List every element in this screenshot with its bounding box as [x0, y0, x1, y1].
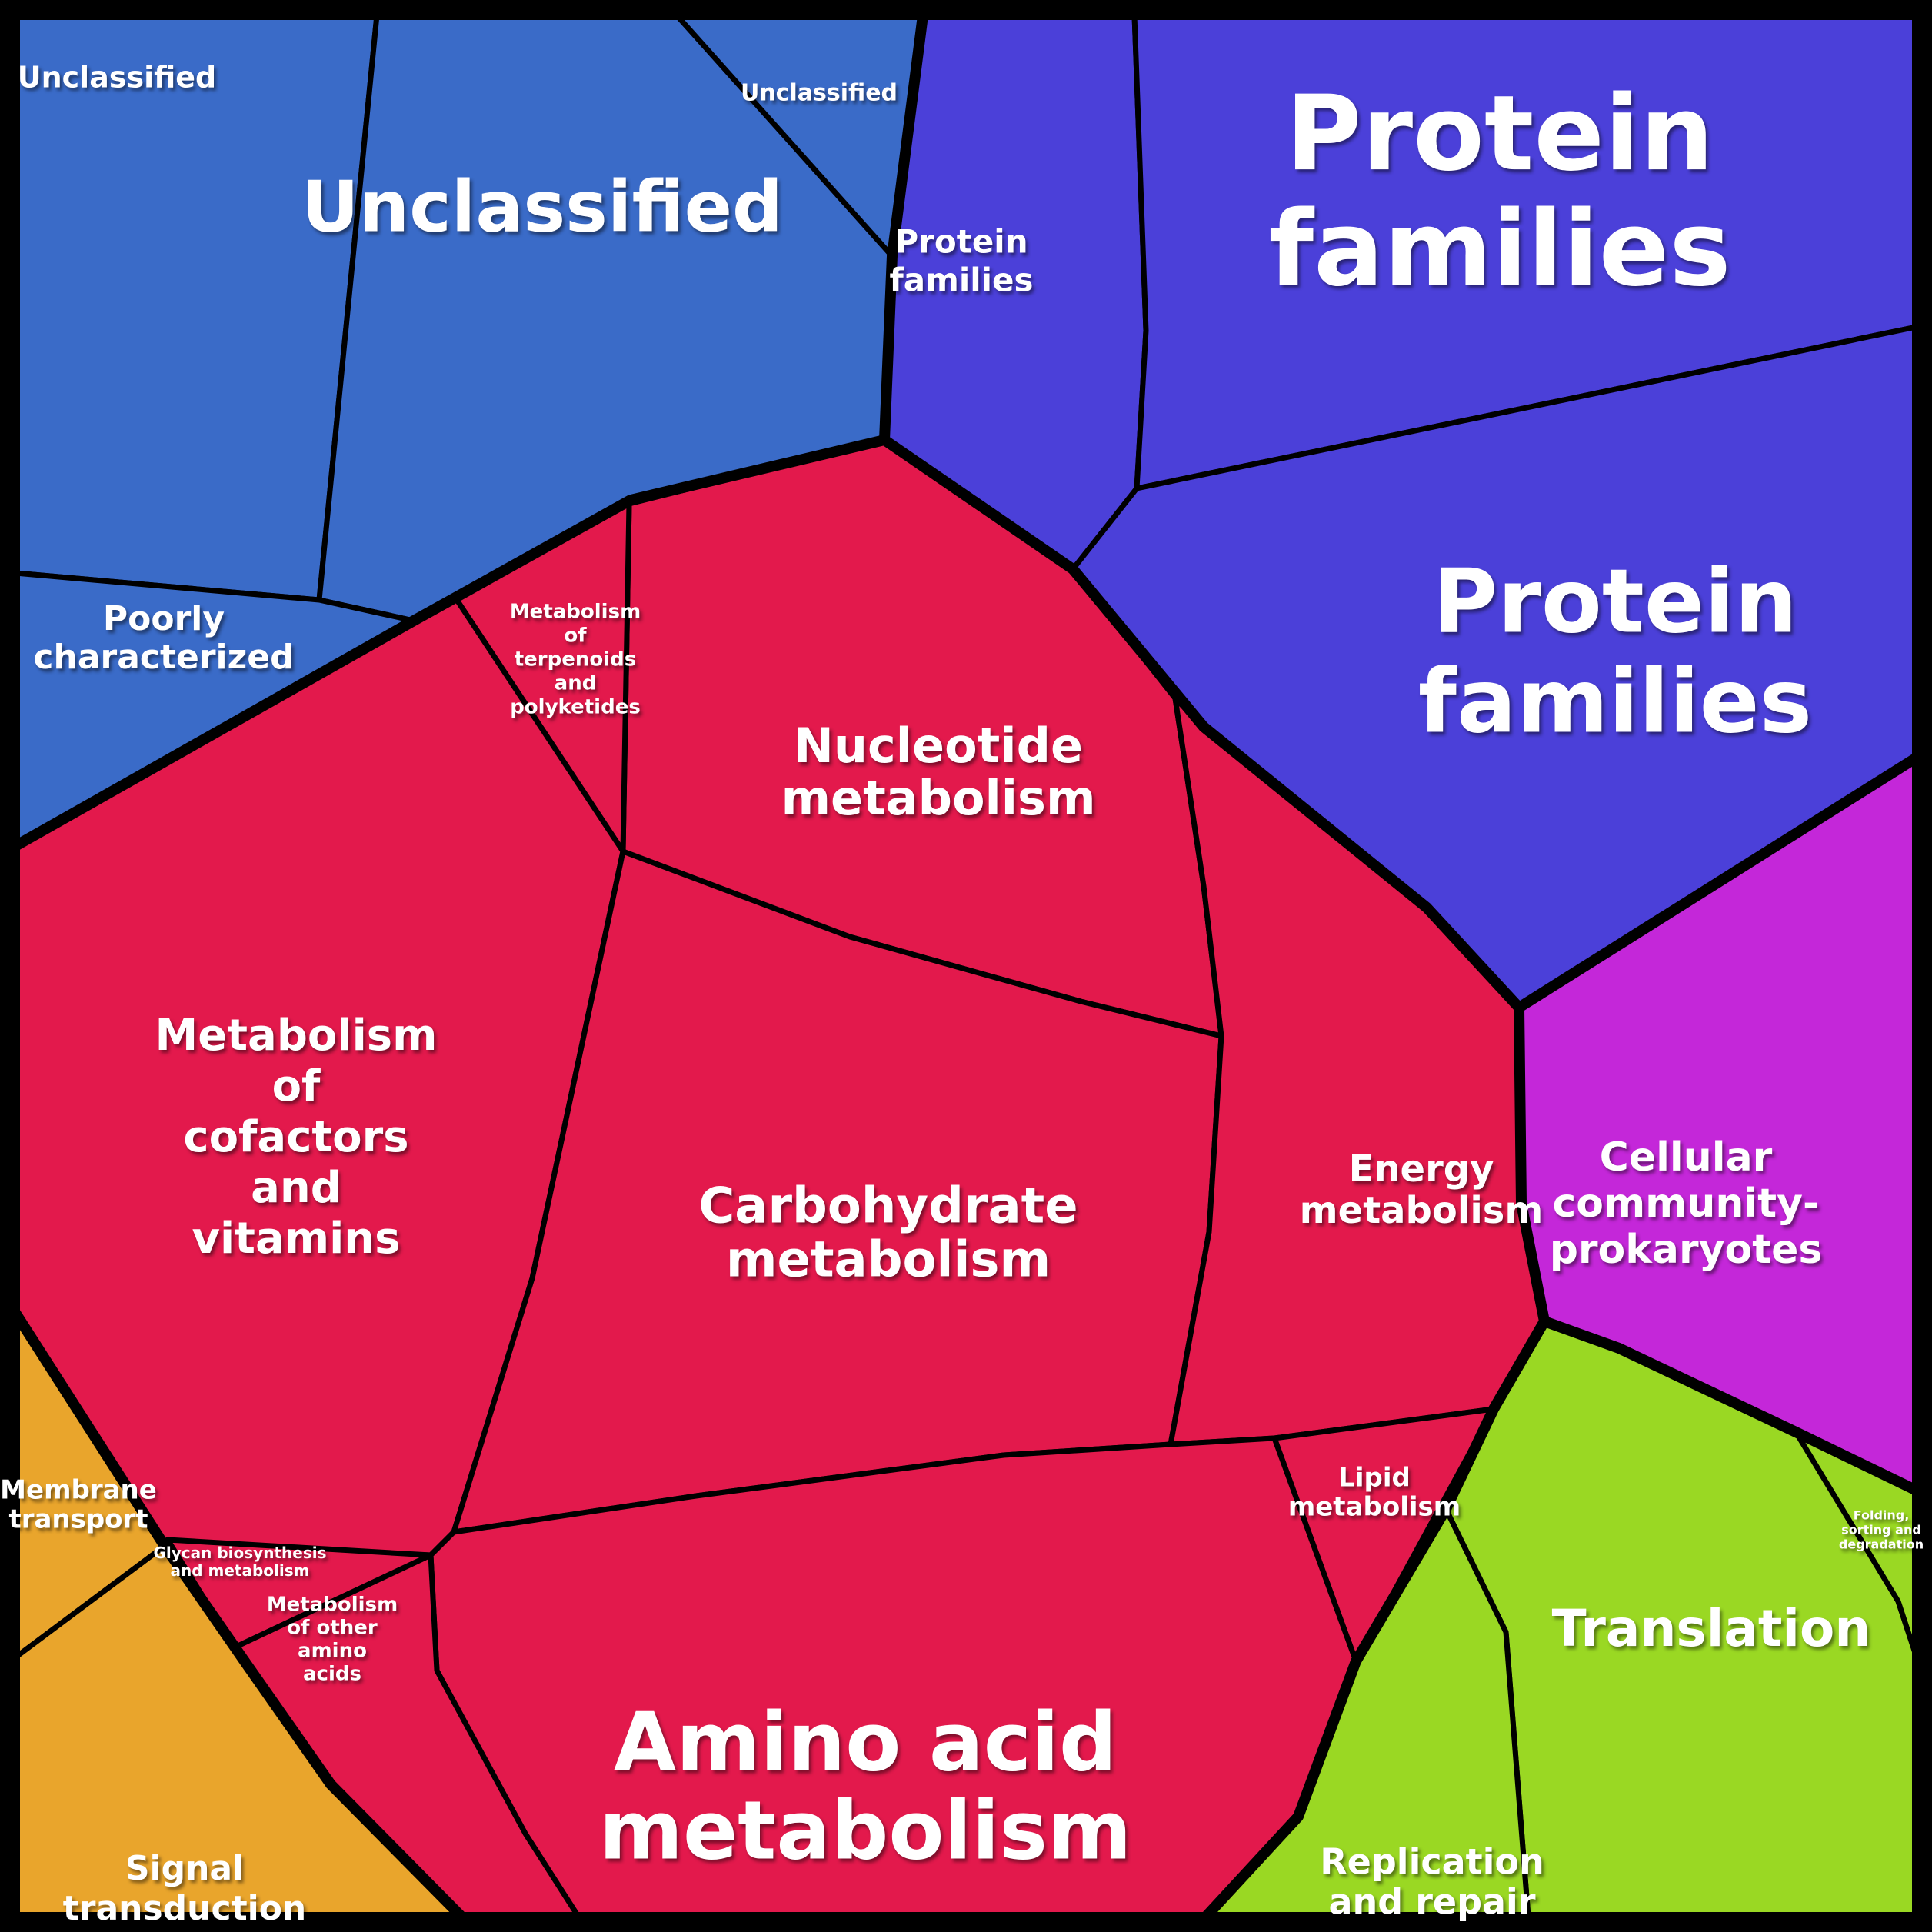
red-indigo-border: [1068, 564, 1524, 1013]
label-line: Metabolism: [155, 1011, 438, 1061]
label-line: Protein: [1433, 551, 1797, 654]
label-line: community-: [1552, 1181, 1819, 1227]
label-protein-families-top-right: Protein families: [1268, 73, 1730, 309]
label-line: Membrane: [0, 1475, 157, 1506]
label-unclassified-main: Unclassified: [301, 165, 783, 248]
label-line: of: [564, 625, 587, 648]
label-line: Cellular: [1600, 1134, 1773, 1181]
label-lipid-metabolism: Lipid metabolism: [1288, 1463, 1461, 1523]
label-line: families: [889, 261, 1033, 299]
blue-red-border: [10, 435, 890, 851]
label-line: Signal: [125, 1849, 244, 1888]
label-line: metabolism: [781, 770, 1095, 826]
label-poorly-characterized: Poorly characterized: [33, 599, 294, 677]
label-line: degradation: [1839, 1537, 1924, 1552]
label-cofactors-vitamins: Metabolism of cofactors and vitamins: [155, 1011, 438, 1264]
label-terpenoids-polyketides: Metabolism of terpenoids and polyketides: [510, 601, 641, 719]
label-line: Protein: [894, 223, 1028, 261]
label-line: vitamins: [192, 1214, 400, 1264]
label-line: Nucleotide: [794, 718, 1083, 774]
label-line: Folding,: [1854, 1508, 1910, 1523]
label-line: cofactors: [183, 1112, 408, 1162]
red-magenta-border: [1514, 1002, 1550, 1327]
gold-red-border: [10, 1307, 467, 1922]
label-line: Unclassified: [741, 80, 898, 107]
label-line: and metabolism: [171, 1561, 310, 1580]
magenta-indigo-border: [1514, 752, 1922, 1013]
label-line: transport: [8, 1504, 148, 1535]
label-line: Carbohydrate: [698, 1178, 1078, 1235]
label-line: and: [251, 1163, 341, 1213]
label-glycan-biosynthesis: Glycan biosynthesis and metabolism: [154, 1544, 327, 1580]
label-cellular-community-prokaryotes: Cellular community-prokaryotes: [1550, 1134, 1823, 1273]
label-line: families: [1268, 188, 1730, 309]
label-replication-and-repair: Replication and repair: [1320, 1841, 1544, 1923]
label-line: metabolism: [599, 1784, 1132, 1877]
label-line: metabolism: [726, 1232, 1051, 1289]
label-nucleotide-metabolism: Nucleotide metabolism: [781, 718, 1095, 826]
label-line: families: [1418, 651, 1812, 754]
label-line: metabolism: [1288, 1492, 1461, 1523]
label-translation: Translation: [1552, 1599, 1871, 1658]
label-line: and: [555, 672, 597, 695]
label-line: Protein: [1286, 73, 1714, 194]
label-membrane-transport: Membrane transport: [0, 1475, 157, 1535]
label-line: prokaryotes: [1550, 1227, 1823, 1273]
label-line: Amino acid: [614, 1695, 1117, 1789]
red-strip-border: [879, 435, 1078, 575]
label-line: Poorly: [103, 599, 225, 638]
label-line: and repair: [1328, 1881, 1535, 1923]
label-line: Unclassified: [301, 165, 783, 248]
cell-unclassified-top-left: [12, 12, 380, 603]
label-line: Lipid: [1338, 1463, 1411, 1494]
label-line: sorting and: [1841, 1523, 1921, 1537]
label-line: Glycan biosynthesis: [154, 1544, 327, 1562]
label-folding-sorting-degradation: Folding, sorting and degradation: [1839, 1508, 1924, 1552]
label-line: Energy: [1349, 1148, 1494, 1191]
label-carbohydrate-metabolism: Carbohydrate metabolism: [698, 1178, 1078, 1289]
blue-indigo-border: [879, 10, 928, 445]
label-line: Metabolism: [267, 1594, 398, 1617]
label-line: polyketides: [510, 696, 641, 719]
label-energy-metabolism: Energy metabolism: [1300, 1148, 1544, 1232]
red-green-border: [1201, 1316, 1550, 1922]
label-amino-acid-metabolism: Amino acid metabolism: [599, 1695, 1132, 1877]
magenta-green-border: [1539, 1316, 1922, 1496]
label-other-amino-acids: Metabolism of other amino acids: [267, 1594, 398, 1686]
label-line: Replication: [1320, 1841, 1544, 1883]
label-line: Unclassified: [18, 61, 217, 95]
label-line: of: [272, 1061, 321, 1111]
label-line: terpenoids: [515, 648, 637, 671]
label-line: metabolism: [1300, 1189, 1544, 1232]
label-line: characterized: [33, 638, 294, 677]
label-protein-families-right: Protein families: [1418, 551, 1812, 754]
label-line: Metabolism: [510, 601, 641, 624]
label-line: Translation: [1552, 1599, 1871, 1658]
label-unclassified-top-middle: Unclassified: [741, 80, 898, 107]
label-signal-transduction: Signal transduction: [63, 1849, 307, 1928]
label-line: transduction: [63, 1889, 307, 1928]
label-protein-families-strip: Protein families: [889, 223, 1033, 299]
label-line: of other: [287, 1617, 378, 1640]
label-line: amino: [298, 1640, 367, 1663]
label-line: acids: [303, 1663, 361, 1686]
label-unclassified-top-left: Unclassified: [18, 61, 217, 95]
